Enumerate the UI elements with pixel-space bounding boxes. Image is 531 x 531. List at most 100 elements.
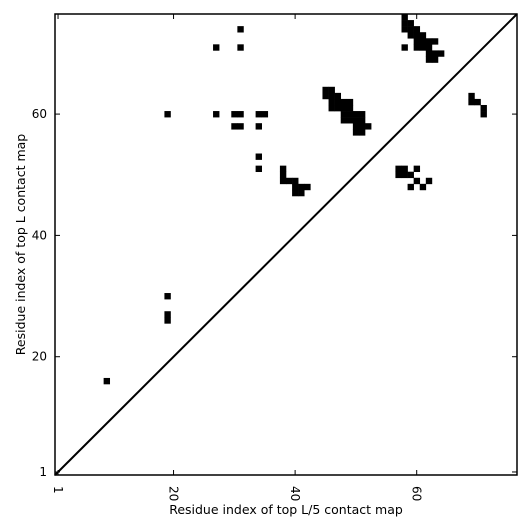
contact-cell [395, 165, 402, 173]
contact-cell [164, 111, 171, 118]
contact-cell [401, 165, 408, 173]
contact-cell [346, 111, 354, 118]
contact-cell [304, 183, 311, 191]
contact-cell [407, 20, 414, 27]
contact-cell [279, 177, 287, 185]
contact-cell [255, 123, 262, 130]
contact-cell [425, 38, 433, 45]
contact-cell [292, 189, 299, 197]
contact-cell [358, 123, 366, 130]
contact-cell [419, 38, 427, 45]
contact-cell [468, 92, 475, 100]
contact-cell [164, 311, 171, 318]
contact-cell [346, 117, 354, 124]
x-tick-label: 40 [288, 486, 302, 501]
contact-cell [401, 26, 408, 33]
contact-cell [401, 14, 408, 21]
contact-cell [352, 129, 360, 136]
contact-cell [334, 92, 342, 100]
contact-cell [237, 44, 244, 51]
contact-cell [431, 38, 439, 45]
contact-cell [358, 117, 366, 124]
contact-cell [419, 32, 427, 39]
contact-cell [413, 32, 421, 39]
contact-cell [407, 32, 414, 39]
y-axis-label: Residue index of top L contact map [13, 134, 28, 355]
contact-cell [261, 111, 269, 118]
contact-cell [279, 165, 287, 173]
contact-cell [413, 44, 421, 51]
contact-cell [419, 183, 427, 191]
contact-cell [255, 165, 262, 173]
contact-cell [468, 98, 475, 106]
contact-cell [328, 104, 335, 112]
contact-cell [437, 50, 445, 57]
y-tick-label: 40 [32, 228, 47, 242]
x-tick-label: 1 [51, 486, 65, 494]
contact-cell [164, 293, 171, 300]
x-axis-label: Residue index of top L/5 contact map [169, 502, 403, 517]
contact-cell [164, 317, 171, 324]
contact-cell [425, 44, 433, 51]
y-tick-label: 1 [39, 465, 47, 479]
contact-cell [334, 98, 342, 106]
contact-cell [340, 104, 348, 112]
contact-cell [322, 86, 329, 94]
contact-cell [328, 98, 335, 106]
contact-cell [401, 171, 408, 179]
contact-cell [407, 26, 414, 33]
contact-cell [231, 111, 238, 118]
contact-cell [413, 26, 421, 33]
contact-cell [395, 171, 402, 179]
contact-cell [358, 111, 366, 118]
contact-cell [352, 123, 360, 130]
contact-cell [474, 98, 481, 106]
contact-cell [292, 177, 299, 185]
contact-cell [255, 153, 262, 160]
contact-cell [352, 111, 360, 118]
contact-cell [431, 50, 439, 57]
plot-frame [54, 13, 518, 476]
contact-cell [352, 117, 360, 124]
contact-cell [213, 44, 220, 51]
contact-cell [255, 111, 262, 118]
contact-cell [237, 26, 244, 33]
contact-cell [431, 56, 439, 63]
contact-cell [298, 189, 305, 197]
contact-cell [334, 104, 342, 112]
contact-cell [365, 123, 372, 130]
contact-cells [103, 14, 487, 385]
y-tick-label: 60 [32, 107, 47, 121]
contact-cell [322, 92, 329, 100]
contact-cell [480, 104, 487, 112]
contact-cell [419, 44, 427, 51]
contact-cell [425, 177, 433, 185]
x-tick-label: 60 [410, 486, 424, 501]
contact-cell [407, 171, 414, 179]
contact-cell [237, 123, 244, 130]
contact-cell [401, 44, 408, 51]
contact-cell [480, 111, 487, 118]
contact-cell [340, 111, 348, 118]
contact-cell [413, 38, 421, 45]
contact-cell [346, 98, 354, 106]
contact-cell [413, 165, 421, 173]
x-tick-label: 20 [167, 486, 181, 501]
contact-cell [346, 104, 354, 112]
contact-cell [401, 20, 408, 27]
contact-cell [328, 86, 335, 94]
y-tick-label: 20 [32, 350, 47, 364]
contact-cell [340, 117, 348, 124]
axis-ticks: 1 20 40 60 1 20 40 60 [32, 14, 517, 501]
contact-cell [358, 129, 366, 136]
contact-cell [286, 177, 293, 185]
diagonal-line [54, 13, 518, 476]
contact-cell [407, 183, 414, 191]
contact-cell [292, 183, 299, 191]
contact-cell [328, 92, 335, 100]
contact-cell [103, 377, 111, 385]
contact-cell [231, 123, 238, 130]
contact-cell [279, 171, 287, 179]
contact-cell [425, 56, 433, 63]
